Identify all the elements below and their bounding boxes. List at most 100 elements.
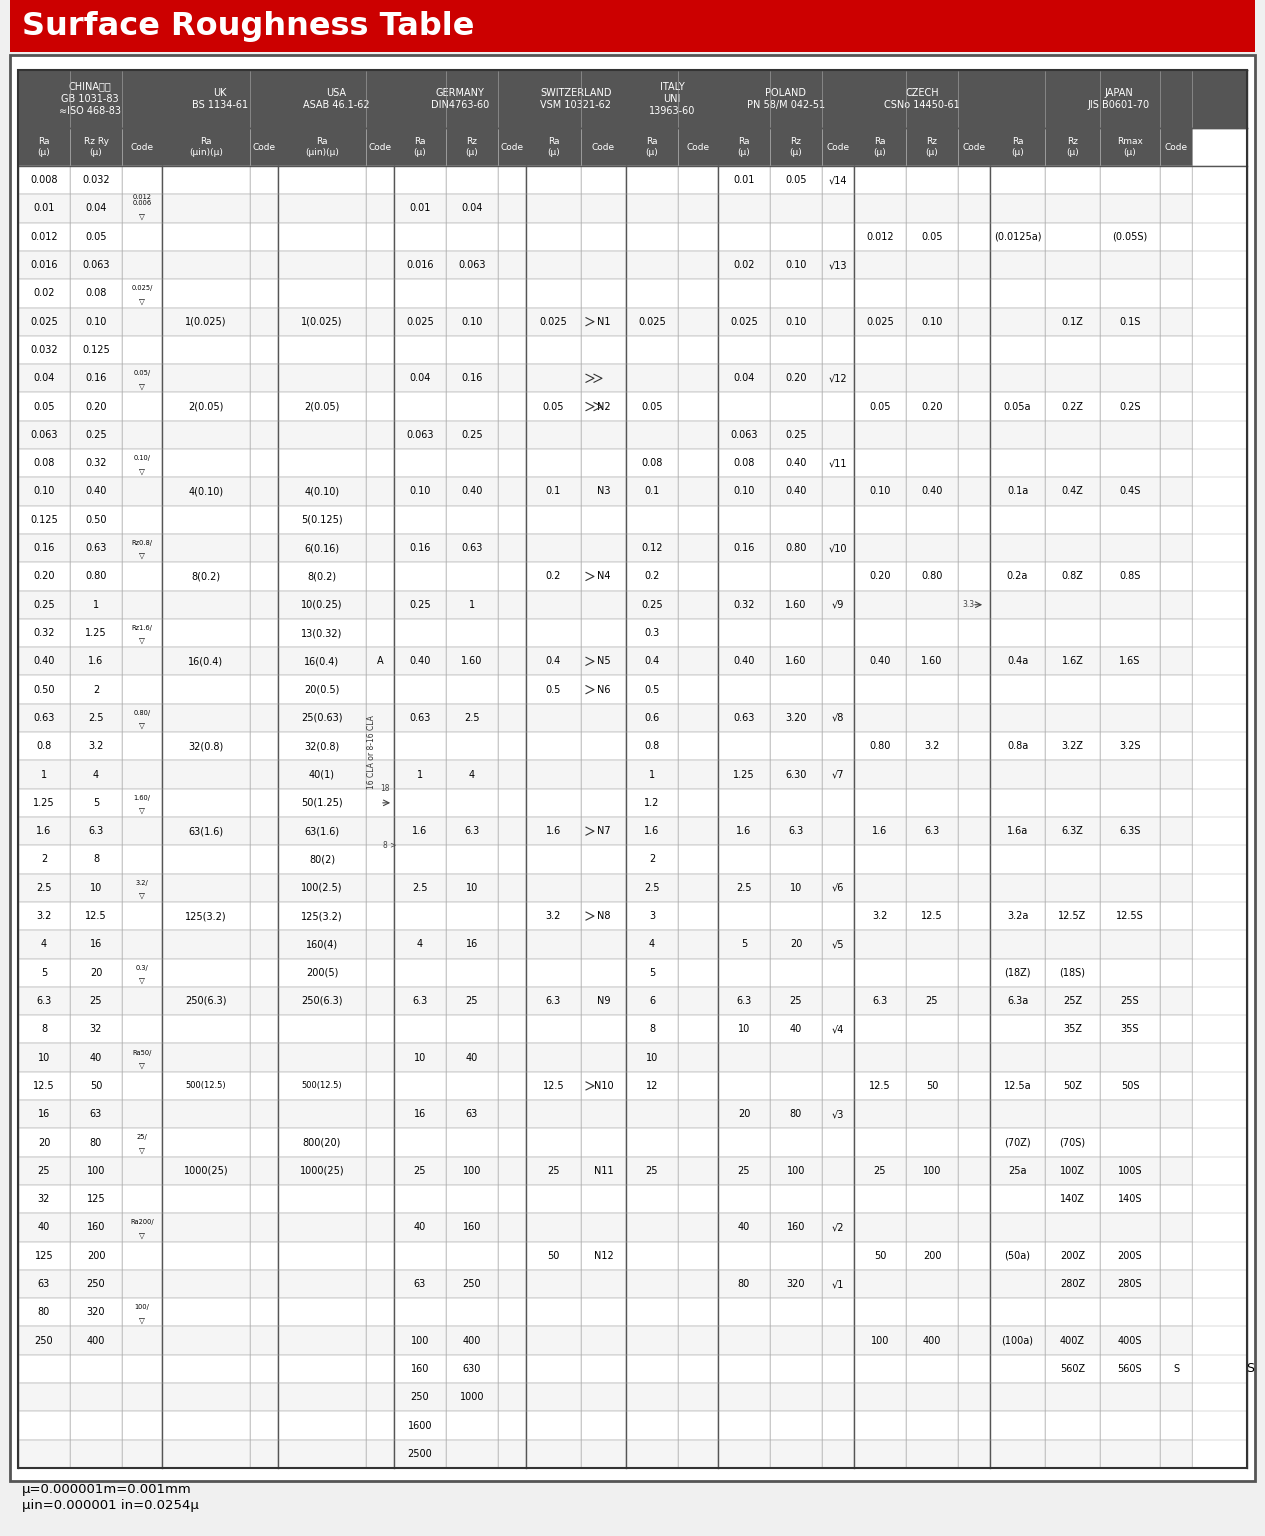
Text: 3.3: 3.3 (961, 601, 974, 610)
Text: 4(0.10): 4(0.10) (188, 487, 224, 496)
Bar (770, 535, 822, 562)
Text: 6.3: 6.3 (37, 995, 52, 1006)
Bar (678, 1439, 719, 1468)
Bar (498, 505, 526, 535)
Text: √6: √6 (832, 883, 844, 892)
Bar (162, 931, 250, 958)
Text: 80: 80 (789, 1109, 802, 1120)
Bar (626, 788, 678, 817)
Bar (70, 1015, 121, 1043)
Text: 80: 80 (737, 1279, 750, 1289)
Text: √8: √8 (832, 713, 844, 723)
Text: 0.063: 0.063 (82, 260, 110, 270)
Bar (854, 1157, 906, 1184)
Text: 0.012
0.006: 0.012 0.006 (133, 194, 152, 206)
Bar (626, 986, 678, 1015)
Bar (719, 307, 770, 336)
Bar (990, 902, 1045, 931)
Text: N1: N1 (597, 316, 610, 327)
Bar (18, 449, 70, 478)
Bar (990, 1327, 1045, 1355)
Bar (581, 931, 626, 958)
Text: 0.80: 0.80 (869, 742, 891, 751)
Bar (498, 733, 526, 760)
Bar (526, 71, 626, 127)
Text: 10: 10 (737, 1025, 750, 1034)
Bar (990, 1355, 1045, 1382)
Bar (1045, 1043, 1101, 1072)
Text: 10: 10 (646, 1052, 658, 1063)
Bar (958, 760, 990, 788)
Bar (990, 71, 1247, 127)
Text: √12: √12 (829, 373, 848, 384)
Bar (526, 1213, 581, 1241)
Bar (678, 647, 719, 676)
Text: 6: 6 (649, 995, 655, 1006)
Bar (581, 166, 626, 195)
Bar (719, 1100, 770, 1129)
Bar (447, 1327, 498, 1355)
Bar (121, 1157, 162, 1184)
Bar (1045, 1298, 1101, 1327)
Text: 0.016: 0.016 (406, 260, 434, 270)
Bar (447, 478, 498, 505)
Text: 0.25: 0.25 (786, 430, 807, 439)
Bar (719, 1412, 770, 1439)
Bar (990, 647, 1045, 676)
Bar (854, 280, 906, 307)
Bar (366, 1439, 393, 1468)
Text: 25/: 25/ (137, 1135, 148, 1141)
Bar (990, 421, 1045, 449)
Text: (50a): (50a) (1004, 1250, 1031, 1261)
Text: √13: √13 (829, 260, 848, 270)
Text: 0.4: 0.4 (644, 656, 659, 667)
Bar (770, 1439, 822, 1468)
Text: 0.2a: 0.2a (1007, 571, 1028, 582)
Bar (990, 958, 1045, 986)
Bar (626, 250, 678, 280)
Bar (626, 392, 678, 421)
Text: 0.8S: 0.8S (1120, 571, 1141, 582)
Bar (719, 1327, 770, 1355)
Text: 6.3: 6.3 (412, 995, 428, 1006)
Bar (278, 1015, 366, 1043)
Bar (958, 958, 990, 986)
Bar (393, 1157, 447, 1184)
Text: 1.60: 1.60 (786, 656, 807, 667)
Bar (498, 449, 526, 478)
Bar (1160, 1241, 1192, 1270)
Bar (906, 619, 958, 647)
Text: 0.125: 0.125 (82, 346, 110, 355)
Bar (958, 223, 990, 250)
Bar (1101, 364, 1160, 392)
Text: S: S (1173, 1364, 1179, 1373)
Bar (854, 1213, 906, 1241)
Text: 3.20: 3.20 (786, 713, 807, 723)
Bar (719, 1015, 770, 1043)
Bar (162, 1327, 250, 1355)
Bar (626, 1157, 678, 1184)
Bar (990, 1241, 1045, 1270)
Bar (854, 1043, 906, 1072)
Text: 1: 1 (417, 770, 423, 780)
Bar (250, 1157, 278, 1184)
Bar (278, 788, 366, 817)
Text: 1000(25): 1000(25) (183, 1166, 228, 1175)
Bar (393, 1241, 447, 1270)
Text: 0.25: 0.25 (641, 599, 663, 610)
Bar (678, 449, 719, 478)
Text: Ra200/: Ra200/ (130, 1220, 154, 1226)
Bar (162, 1213, 250, 1241)
Bar (121, 392, 162, 421)
Text: 25S: 25S (1121, 995, 1140, 1006)
Text: 0.25: 0.25 (462, 430, 483, 439)
Bar (70, 307, 121, 336)
Bar (770, 788, 822, 817)
Bar (770, 619, 822, 647)
Text: 0.12: 0.12 (641, 544, 663, 553)
Bar (626, 733, 678, 760)
Bar (1101, 647, 1160, 676)
Bar (278, 902, 366, 931)
Text: Ra
(μin)(μ): Ra (μin)(μ) (188, 137, 223, 157)
Bar (18, 505, 70, 535)
